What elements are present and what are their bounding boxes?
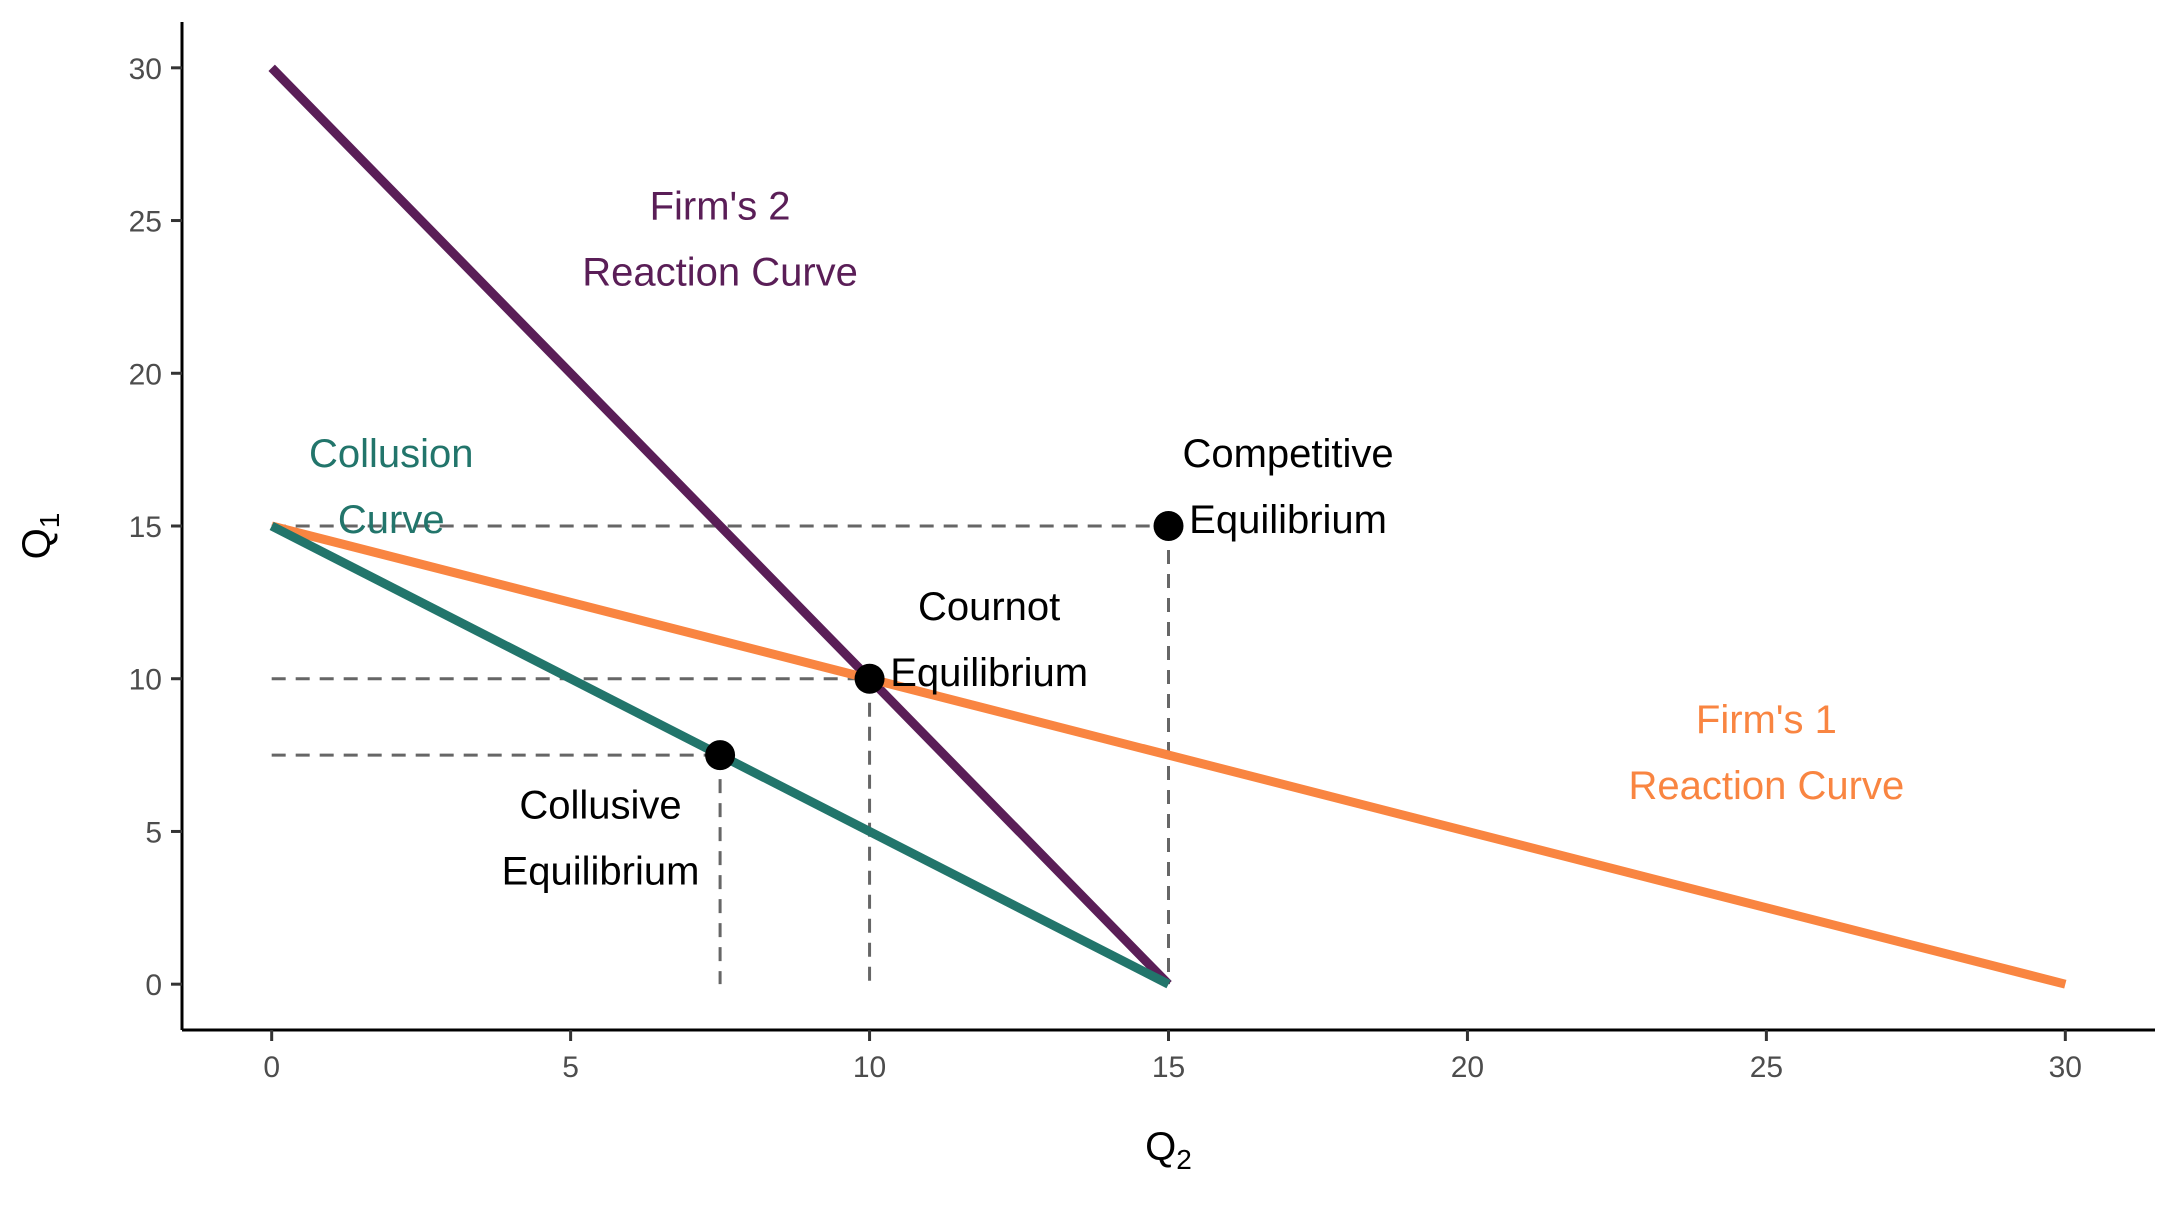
y-tick-label: 15 <box>129 511 162 544</box>
series-line-firm2 <box>268 64 1172 988</box>
y-axis-title: Q1 <box>15 513 65 560</box>
annotation-firm1-label-line1: Firm's 1 <box>1696 698 1837 742</box>
y-tick-label: 20 <box>129 358 162 391</box>
annotation-cournot-label-line1: Cournot <box>918 585 1060 629</box>
y-tick-label: 10 <box>129 664 162 697</box>
y-axis-title-subscript: 1 <box>34 513 65 529</box>
equilibrium-points <box>705 511 1184 771</box>
x-tick-label: 20 <box>1451 1051 1484 1084</box>
annotation-competitive-label-line1: Competitive <box>1182 432 1393 476</box>
y-axis-title-main: Q <box>15 528 59 559</box>
annotation-collusive-label-line2: Equilibrium <box>502 849 700 893</box>
annotation-firm2-label-line2: Reaction Curve <box>582 251 858 295</box>
y-tick-label: 5 <box>145 816 162 849</box>
annotation-firm1-label-line2: Reaction Curve <box>1629 764 1905 808</box>
series-line-firm1 <box>270 521 2067 989</box>
y-tick-label: 0 <box>145 969 162 1002</box>
y-tick-label: 25 <box>129 206 162 239</box>
annotation-collusive-label-line1: Collusive <box>519 783 681 827</box>
x-axis-title-main: Q <box>1145 1125 1176 1169</box>
annotation-collusion-label-line1: Collusion <box>309 432 474 476</box>
annotation-firm2-label-line1: Firm's 2 <box>650 185 791 229</box>
annotation-collusion-label-line2: Curve <box>338 498 445 542</box>
x-axis-title-subscript: 2 <box>1176 1144 1192 1175</box>
x-tick-label: 5 <box>562 1051 579 1084</box>
y-axis-ticks: 0 5 10 15 20 25 30 <box>129 53 182 1002</box>
x-tick-label: 0 <box>263 1051 280 1084</box>
x-tick-label: 15 <box>1152 1051 1185 1084</box>
x-axis-ticks: 0 5 10 15 20 25 30 <box>263 1030 2082 1084</box>
x-tick-label: 30 <box>2049 1051 2082 1084</box>
x-tick-label: 10 <box>853 1051 886 1084</box>
point-collusive <box>705 740 736 771</box>
x-axis-title: Q2 <box>1145 1125 1192 1175</box>
point-cournot <box>854 663 885 694</box>
annotation-cournot-label-line2: Equilibrium <box>890 651 1088 695</box>
y-tick-label: 30 <box>129 53 162 86</box>
annotation-competitive-label-line2: Equilibrium <box>1189 498 1387 542</box>
point-competitive <box>1153 511 1184 541</box>
x-tick-label: 25 <box>1750 1051 1783 1084</box>
annotations: Firm's 2 Reaction Curve Firm's 1 Reaction C… <box>309 185 1904 894</box>
